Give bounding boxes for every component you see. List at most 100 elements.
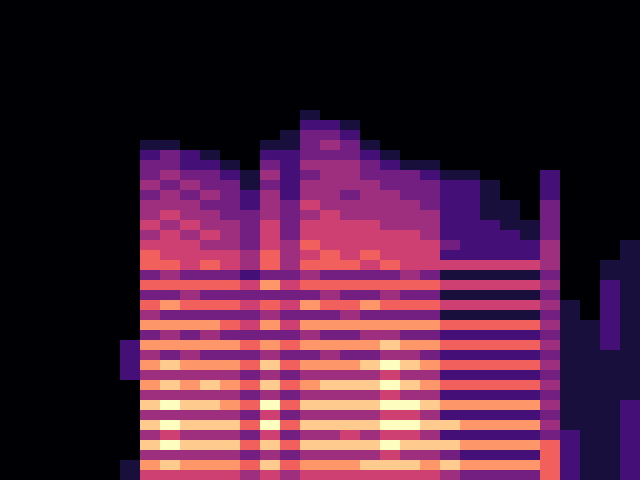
cell	[560, 0, 581, 11]
cell	[540, 240, 561, 251]
cell	[220, 0, 241, 11]
cell	[480, 50, 501, 61]
cell	[620, 70, 640, 81]
cell	[460, 410, 481, 421]
cell	[80, 210, 101, 221]
cell	[560, 200, 581, 211]
cell	[440, 130, 461, 141]
cell	[480, 230, 501, 241]
cell	[320, 150, 341, 161]
cell	[0, 40, 21, 51]
cell	[260, 300, 281, 311]
cell	[380, 440, 401, 451]
cell	[240, 290, 261, 301]
cell	[420, 10, 441, 21]
cell	[140, 340, 161, 351]
cell	[0, 110, 21, 121]
cell	[480, 20, 501, 31]
cell	[320, 70, 341, 81]
cell	[300, 450, 321, 461]
cell	[240, 160, 261, 171]
cell	[280, 150, 301, 161]
cell	[420, 70, 441, 81]
cell	[120, 120, 141, 131]
cell	[80, 200, 101, 211]
cell	[80, 260, 101, 271]
cell	[400, 400, 421, 411]
cell	[80, 240, 101, 251]
cell	[120, 90, 141, 101]
cell	[0, 160, 21, 171]
cell	[440, 100, 461, 111]
cell	[420, 360, 441, 371]
cell	[600, 140, 621, 151]
cell	[560, 250, 581, 261]
cell	[540, 120, 561, 131]
cell	[420, 280, 441, 291]
cell	[160, 440, 181, 451]
cell	[100, 200, 121, 211]
cell	[500, 40, 521, 51]
cell	[120, 420, 141, 431]
cell	[260, 130, 281, 141]
cell	[340, 240, 361, 251]
cell	[180, 340, 201, 351]
cell	[340, 360, 361, 371]
cell	[540, 10, 561, 21]
cell	[200, 340, 221, 351]
cell	[460, 40, 481, 51]
cell	[60, 40, 81, 51]
cell	[160, 260, 181, 271]
cell	[260, 390, 281, 401]
cell	[0, 300, 21, 311]
cell	[240, 40, 261, 51]
cell	[0, 460, 21, 471]
cell	[40, 30, 61, 41]
cell	[40, 260, 61, 271]
cell	[320, 80, 341, 91]
cell	[0, 120, 21, 131]
cell	[40, 210, 61, 221]
cell	[320, 190, 341, 201]
cell	[380, 40, 401, 51]
cell	[360, 80, 381, 91]
cell	[200, 400, 221, 411]
cell	[280, 160, 301, 171]
cell	[340, 460, 361, 471]
cell	[400, 70, 421, 81]
cell	[580, 20, 601, 31]
cell	[340, 270, 361, 281]
cell	[440, 370, 461, 381]
cell	[100, 90, 121, 101]
cell	[100, 230, 121, 241]
cell	[620, 380, 640, 391]
cell	[100, 80, 121, 91]
cell	[140, 430, 161, 441]
cell	[340, 470, 361, 480]
cell	[60, 140, 81, 151]
cell	[560, 330, 581, 341]
cell	[280, 170, 301, 181]
cell	[460, 0, 481, 11]
cell	[240, 180, 261, 191]
cell	[360, 450, 381, 461]
cell	[100, 360, 121, 371]
cell	[60, 440, 81, 451]
cell	[40, 350, 61, 361]
cell	[340, 30, 361, 41]
cell	[0, 380, 21, 391]
cell	[220, 400, 241, 411]
cell	[620, 20, 640, 31]
cell	[200, 10, 221, 21]
cell	[40, 240, 61, 251]
cell	[0, 410, 21, 421]
cell	[460, 120, 481, 131]
cell	[360, 20, 381, 31]
cell	[220, 130, 241, 141]
cell	[180, 100, 201, 111]
cell	[160, 360, 181, 371]
cell	[260, 340, 281, 351]
cell	[60, 320, 81, 331]
cell	[140, 150, 161, 161]
cell	[480, 450, 501, 461]
